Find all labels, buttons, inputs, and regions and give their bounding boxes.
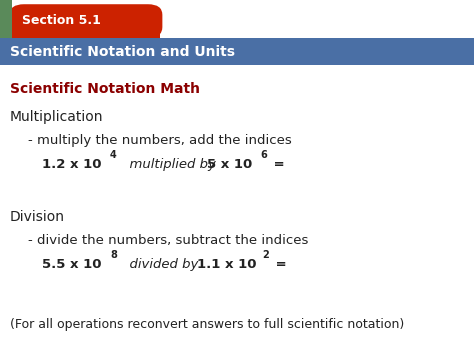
Text: multiplied by: multiplied by: [121, 158, 216, 171]
FancyBboxPatch shape: [9, 4, 163, 38]
Text: 6: 6: [260, 150, 267, 160]
Text: Division: Division: [10, 210, 65, 224]
Text: 1.1 x 10: 1.1 x 10: [197, 258, 256, 271]
Text: Scientific Notation and Units: Scientific Notation and Units: [10, 44, 235, 59]
Text: - divide the numbers, subtract the indices: - divide the numbers, subtract the indic…: [28, 234, 309, 247]
Text: 5.5 x 10: 5.5 x 10: [42, 258, 101, 271]
Text: divided by: divided by: [121, 258, 199, 271]
Text: Section 5.1: Section 5.1: [22, 13, 101, 27]
Text: =: =: [271, 258, 287, 271]
Text: - multiply the numbers, add the indices: - multiply the numbers, add the indices: [28, 134, 292, 147]
Bar: [0, 0, 12, 38]
Text: 1.2 x 10: 1.2 x 10: [42, 158, 101, 171]
Text: Multiplication: Multiplication: [10, 110, 103, 124]
Text: =: =: [269, 158, 284, 171]
Text: 4: 4: [110, 150, 117, 160]
Text: 5 x 10: 5 x 10: [207, 158, 252, 171]
Text: (For all operations reconvert answers to full scientific notation): (For all operations reconvert answers to…: [10, 318, 404, 331]
Text: Scientific Notation Math: Scientific Notation Math: [10, 82, 200, 96]
Text: 2: 2: [262, 250, 269, 260]
Bar: [12, 30, 160, 38]
Text: 8: 8: [110, 250, 117, 260]
Bar: [0, 38, 474, 65]
